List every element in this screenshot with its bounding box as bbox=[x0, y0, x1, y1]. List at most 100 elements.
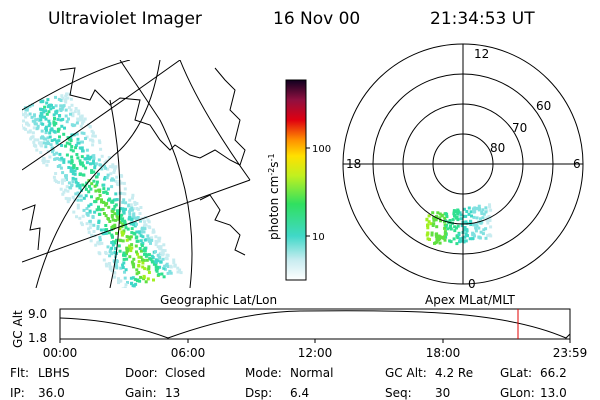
pixel bbox=[103, 161, 107, 165]
status-value: 30 bbox=[435, 386, 450, 400]
pixel bbox=[47, 119, 51, 123]
status-value: LBHS bbox=[38, 366, 70, 380]
pixel bbox=[142, 230, 146, 234]
pixel bbox=[55, 141, 59, 145]
pixel bbox=[97, 139, 101, 143]
pixel bbox=[146, 277, 150, 281]
pixel bbox=[67, 166, 71, 169]
pixel bbox=[169, 271, 173, 275]
pixel bbox=[150, 236, 154, 240]
pixel bbox=[39, 143, 43, 147]
pixel bbox=[132, 257, 136, 261]
pixel bbox=[125, 252, 128, 256]
pixel bbox=[64, 144, 68, 148]
pixel bbox=[158, 265, 162, 269]
pixel bbox=[52, 113, 56, 117]
pixel bbox=[477, 235, 481, 239]
pixel bbox=[130, 217, 134, 221]
pixel bbox=[164, 263, 168, 267]
pixel bbox=[133, 203, 137, 206]
pixel bbox=[62, 104, 66, 108]
y-axis-label: GC Alt bbox=[11, 310, 25, 348]
pixel bbox=[77, 112, 81, 116]
pixel bbox=[115, 182, 119, 186]
grid-line bbox=[35, 60, 161, 288]
pixel bbox=[64, 97, 68, 101]
pixel bbox=[29, 137, 33, 141]
pixel bbox=[438, 212, 442, 216]
pixel bbox=[435, 232, 439, 236]
pixel bbox=[70, 160, 74, 163]
mlt-label: 6 bbox=[573, 157, 581, 171]
pixel bbox=[36, 126, 40, 130]
pixel bbox=[111, 210, 115, 214]
pixel bbox=[58, 135, 61, 139]
pixel bbox=[113, 241, 117, 245]
pixel bbox=[62, 160, 66, 164]
pixel bbox=[489, 234, 493, 238]
pixel bbox=[47, 124, 51, 128]
pixel bbox=[44, 117, 48, 121]
pixel bbox=[136, 216, 140, 219]
pixel bbox=[426, 226, 430, 230]
pixel bbox=[468, 237, 472, 241]
pixel bbox=[463, 207, 466, 211]
pixel bbox=[445, 212, 449, 216]
pixel bbox=[93, 134, 97, 138]
pixel bbox=[121, 192, 125, 196]
pixel bbox=[44, 145, 48, 149]
pixel bbox=[151, 228, 155, 232]
pixel bbox=[446, 227, 450, 231]
pixel bbox=[82, 131, 86, 135]
pixel bbox=[123, 219, 127, 223]
pixel bbox=[136, 207, 140, 211]
pixel bbox=[71, 195, 75, 199]
pixel bbox=[125, 246, 129, 250]
pixel bbox=[57, 97, 61, 101]
pixel bbox=[19, 123, 22, 126]
pixel bbox=[470, 214, 473, 218]
pixel bbox=[67, 106, 71, 110]
pixel bbox=[431, 224, 435, 227]
status-key: Gain: bbox=[125, 386, 157, 400]
pixel bbox=[140, 244, 144, 248]
pixel bbox=[81, 121, 84, 125]
pixel bbox=[137, 255, 141, 259]
pixel bbox=[47, 110, 51, 114]
coastline bbox=[199, 194, 246, 256]
pixel bbox=[459, 217, 463, 221]
pixel bbox=[103, 164, 107, 168]
pixel bbox=[123, 253, 127, 257]
pixel bbox=[99, 228, 103, 232]
pixel bbox=[154, 243, 158, 247]
pixel bbox=[455, 215, 459, 219]
pixel bbox=[469, 223, 473, 226]
pixel bbox=[128, 237, 132, 241]
pixel bbox=[49, 107, 53, 111]
pixel bbox=[155, 269, 159, 273]
pixel bbox=[61, 117, 65, 121]
pixel bbox=[65, 93, 69, 97]
pixel bbox=[139, 255, 143, 259]
pixel bbox=[135, 230, 139, 234]
pixel bbox=[28, 112, 32, 116]
pixel bbox=[443, 230, 447, 234]
pixel bbox=[100, 200, 103, 204]
pixel bbox=[91, 161, 95, 165]
pixel bbox=[131, 276, 135, 280]
pixel bbox=[113, 225, 117, 229]
pixel bbox=[41, 159, 45, 162]
pixel bbox=[32, 140, 36, 144]
pixel bbox=[108, 254, 112, 258]
pixel bbox=[46, 149, 50, 153]
pixel bbox=[129, 203, 133, 207]
pixel bbox=[31, 131, 35, 135]
pixel bbox=[429, 222, 433, 226]
pixel bbox=[111, 163, 115, 167]
pixel bbox=[76, 206, 80, 210]
pixel bbox=[75, 121, 79, 125]
pixel bbox=[162, 243, 166, 247]
pixel bbox=[130, 227, 134, 231]
pixel bbox=[121, 209, 125, 213]
pixel bbox=[69, 166, 73, 170]
